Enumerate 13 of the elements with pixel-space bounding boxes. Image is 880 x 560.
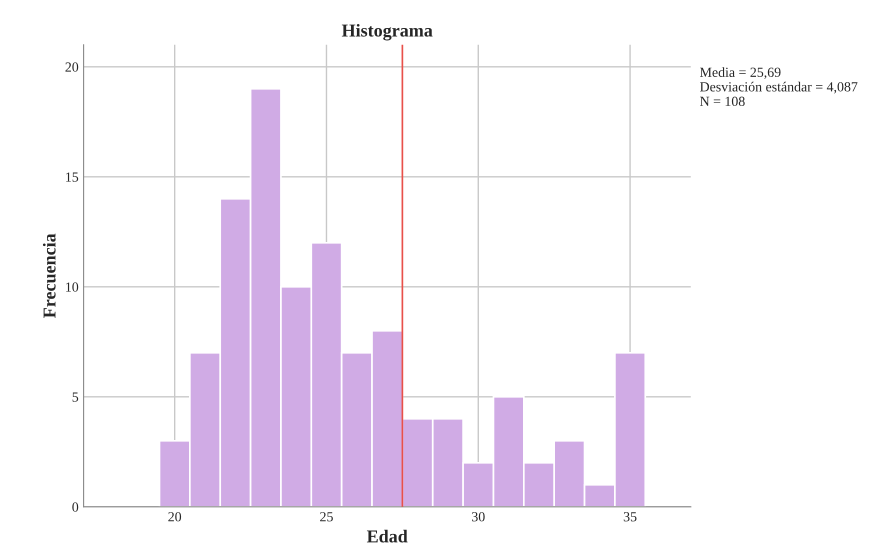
y-tick-label: 5	[72, 392, 78, 402]
text: Media = 25,69 Desviación estándar = 4,087 N = 108	[700, 67, 858, 106]
x-tick-label: 20	[168, 512, 182, 522]
y-axis-title: Frecuencia	[42, 234, 56, 318]
y-tick-label: 0	[72, 502, 78, 512]
x-axis-title: Edad	[366, 530, 408, 543]
y-tick-label: 10	[66, 282, 78, 292]
y-tick-label: 20	[65, 62, 78, 72]
y-tick-label: 15	[66, 172, 78, 182]
x-tick-label: 30	[472, 512, 485, 522]
x-tick-label: 35	[624, 512, 636, 522]
chart-title: Histograma	[342, 24, 433, 40]
x-tick-label: 25	[320, 512, 333, 522]
